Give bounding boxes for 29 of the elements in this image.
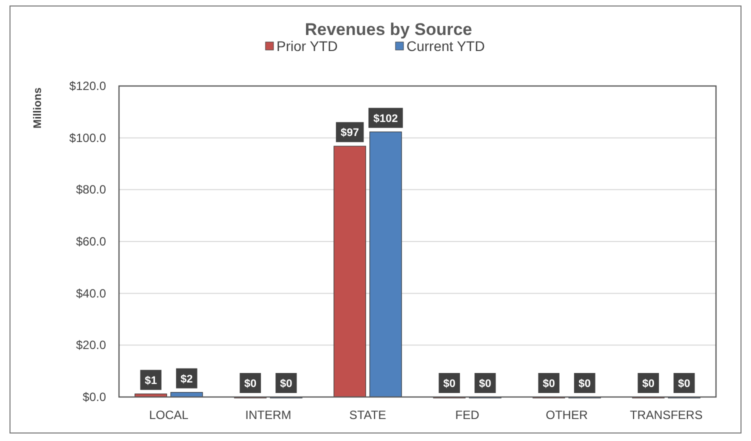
data-label: $2 — [180, 373, 193, 386]
y-axis-title: Millions — [32, 88, 44, 128]
legend-label: Prior YTD — [276, 38, 338, 54]
x-tick-label: INTERM — [245, 408, 292, 422]
data-label: $1 — [144, 374, 157, 387]
x-tick-label: LOCAL — [149, 408, 189, 422]
y-tick-label: $120.0 — [69, 79, 106, 93]
x-tick-label: STATE — [349, 408, 386, 422]
data-label: $0 — [542, 378, 555, 390]
y-tick-label: $0.0 — [82, 390, 106, 404]
x-tick-label: FED — [455, 408, 480, 422]
x-tick-label: OTHER — [546, 408, 588, 422]
y-tick-label: $100.0 — [69, 130, 106, 145]
data-label: $102 — [373, 112, 398, 125]
data-label: $0 — [280, 378, 292, 390]
data-label: $0 — [443, 378, 456, 390]
data-label: $97 — [340, 127, 360, 140]
data-label: $0 — [244, 378, 256, 390]
legend-label: Current YTD — [406, 38, 485, 54]
data-label: $0 — [479, 378, 492, 390]
x-tick-label: TRANSFERS — [630, 408, 703, 422]
y-tick-label: $60.0 — [76, 234, 106, 248]
data-label: $0 — [578, 378, 591, 390]
data-label: $0 — [642, 378, 654, 390]
y-tick-label: $40.0 — [76, 286, 106, 300]
y-tick-label: $20.0 — [76, 338, 106, 352]
chart-title: Revenues by Source — [304, 20, 472, 39]
y-tick-label: $80.0 — [76, 182, 106, 197]
data-label: $0 — [678, 378, 690, 390]
